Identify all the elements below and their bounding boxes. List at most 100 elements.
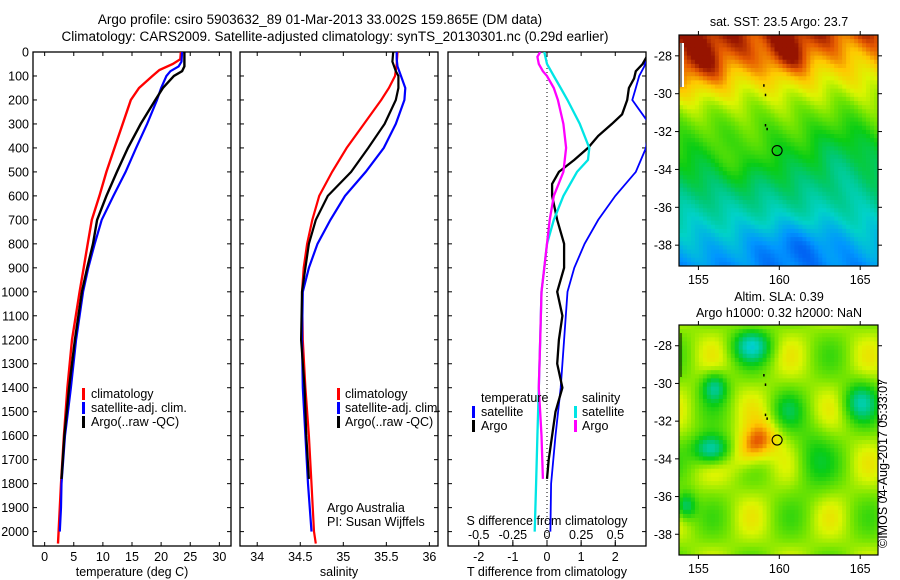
island-marker <box>764 383 767 386</box>
latitude-tick-label: -36 <box>654 490 672 504</box>
legend-label-satellite: satellite-adj. clim. <box>345 401 441 415</box>
temperature-difference-tick-label: 0 <box>544 550 551 564</box>
legend-label-satellite: satellite-adj. clim. <box>91 401 187 415</box>
latitude-tick-label: -38 <box>654 528 672 542</box>
longitude-tick-label: 155 <box>688 562 709 576</box>
salinity-difference-tick-label: 0.25 <box>569 528 593 542</box>
legend-label-sal-sal_argo: Argo <box>582 419 608 433</box>
difference-line-temperature-satellite <box>549 57 646 532</box>
temperature-line-climatology <box>56 51 183 544</box>
island-marker <box>764 93 767 97</box>
depth-tick-label: 1300 <box>1 357 29 371</box>
salinity-difference-tick-label: -0.5 <box>468 528 490 542</box>
island-marker <box>763 374 765 377</box>
salinity-tick-label: 34 <box>250 550 264 564</box>
map-frame <box>678 324 879 556</box>
legend-swatch-satellite <box>82 402 85 414</box>
depth-tick-label: 1100 <box>2 309 29 323</box>
depth-tick-label: 0 <box>22 46 29 60</box>
longitude-tick-label: 165 <box>850 562 871 576</box>
sst-map <box>679 35 879 267</box>
temperature-axis-label: temperature (deg C) <box>76 565 189 579</box>
legend-label-sal-sal_satellite: satellite <box>582 405 624 419</box>
depth-tick-label: 900 <box>8 261 29 275</box>
legend-label-temp-satellite: satellite <box>481 405 523 419</box>
salinity-tick-label: 34.5 <box>288 550 312 564</box>
latitude-tick-label: -32 <box>654 125 672 139</box>
salinity-tick-label: 35.5 <box>374 550 398 564</box>
legend-label-climatology: climatology <box>91 387 154 401</box>
temperature-difference-axis-label: T difference from climatology <box>467 565 628 579</box>
salinity-line-satellite <box>300 52 407 532</box>
salinity-line-argo <box>299 51 400 479</box>
depth-tick-label: 1500 <box>1 405 29 419</box>
legend-swatch-temp-satellite <box>472 406 475 418</box>
latitude-tick-label: -34 <box>654 163 672 177</box>
temperature-difference-tick-label: 2 <box>612 550 619 564</box>
latitude-tick-label: -28 <box>654 49 672 63</box>
depth-tick-label: 1400 <box>1 381 29 395</box>
depth-tick-label: 600 <box>8 189 29 203</box>
coastline <box>680 43 684 87</box>
latitude-tick-label: -30 <box>654 87 672 101</box>
temperature-difference-tick-label: -2 <box>473 550 484 564</box>
depth-tick-label: 1800 <box>1 477 29 491</box>
temperature-difference-tick-label: -1 <box>507 550 518 564</box>
legend-swatch-argo <box>82 416 85 428</box>
depth-tick-label: 700 <box>8 213 29 227</box>
pi-label: PI: Susan Wijffels <box>327 515 425 529</box>
depth-tick-label: 2000 <box>1 525 29 539</box>
difference-line-temperature-Argo <box>545 55 646 480</box>
sla-map <box>679 325 879 556</box>
imos-timestamp: ©IMOS 04-Aug-2017 05:33:07 <box>876 378 890 548</box>
legend-label-climatology: climatology <box>345 387 408 401</box>
depth-tick-label: 400 <box>8 141 29 155</box>
latitude-tick-label: -32 <box>654 415 672 429</box>
temperature-line-argo <box>60 52 186 479</box>
depth-tick-label: 1900 <box>1 501 29 515</box>
legend-label-argo: Argo(..raw -QC) <box>345 415 433 429</box>
legend-label-temp-argo: Argo <box>481 419 507 433</box>
latitude-tick-label: -36 <box>654 201 672 215</box>
longitude-tick-label: 165 <box>850 273 871 287</box>
latitude-tick-label: -34 <box>654 452 672 466</box>
salinity-plot-frame <box>239 51 439 547</box>
depth-tick-label: 1600 <box>1 429 29 443</box>
temperature-tick-label: 0 <box>41 550 48 564</box>
legend-swatch-sal-sal_satellite <box>574 406 577 418</box>
latitude-tick-label: -38 <box>654 239 672 253</box>
depth-tick-label: 100 <box>8 69 29 83</box>
island-marker <box>764 413 767 417</box>
legend-heading-temperature: temperature <box>481 391 548 405</box>
legend-swatch-climatology <box>337 388 340 400</box>
latitude-tick-label: -30 <box>654 377 672 391</box>
legend-swatch-sal-sal_argo <box>574 420 577 432</box>
island-marker <box>766 417 768 420</box>
difference-line-salinity-Argo <box>536 52 568 479</box>
legend-swatch-temp-argo <box>472 420 475 432</box>
longitude-tick-label: 160 <box>769 273 790 287</box>
profile-location-marker <box>771 144 783 157</box>
salinity-axis-label: salinity <box>320 565 359 579</box>
map-frame <box>678 34 879 267</box>
profile-location-marker <box>771 434 783 446</box>
depth-tick-label: 1000 <box>1 285 29 299</box>
temperature-tick-label: 15 <box>125 550 139 564</box>
legend-swatch-argo <box>337 416 340 428</box>
island-marker <box>764 123 767 127</box>
salinity-tick-label: 36 <box>422 550 436 564</box>
title-line-1: Argo profile: csiro 5903632_89 01-Mar-20… <box>97 12 543 27</box>
temperature-tick-label: 10 <box>96 550 110 564</box>
depth-tick-label: 500 <box>8 165 29 179</box>
depth-tick-label: 200 <box>8 93 29 107</box>
difference-lines <box>533 52 646 532</box>
legend-swatch-climatology <box>82 388 85 400</box>
salinity-difference-tick-label: -0.25 <box>499 528 528 542</box>
legend-label-argo: Argo(..raw -QC) <box>91 415 179 429</box>
temperature-tick-label: 30 <box>212 550 226 564</box>
longitude-tick-label: 160 <box>769 562 790 576</box>
salinity-difference-tick-label: 0.5 <box>607 528 624 542</box>
depth-tick-label: 1200 <box>1 333 29 347</box>
sla-map-title-2: Argo h1000: 0.32 h2000: NaN <box>695 306 863 320</box>
